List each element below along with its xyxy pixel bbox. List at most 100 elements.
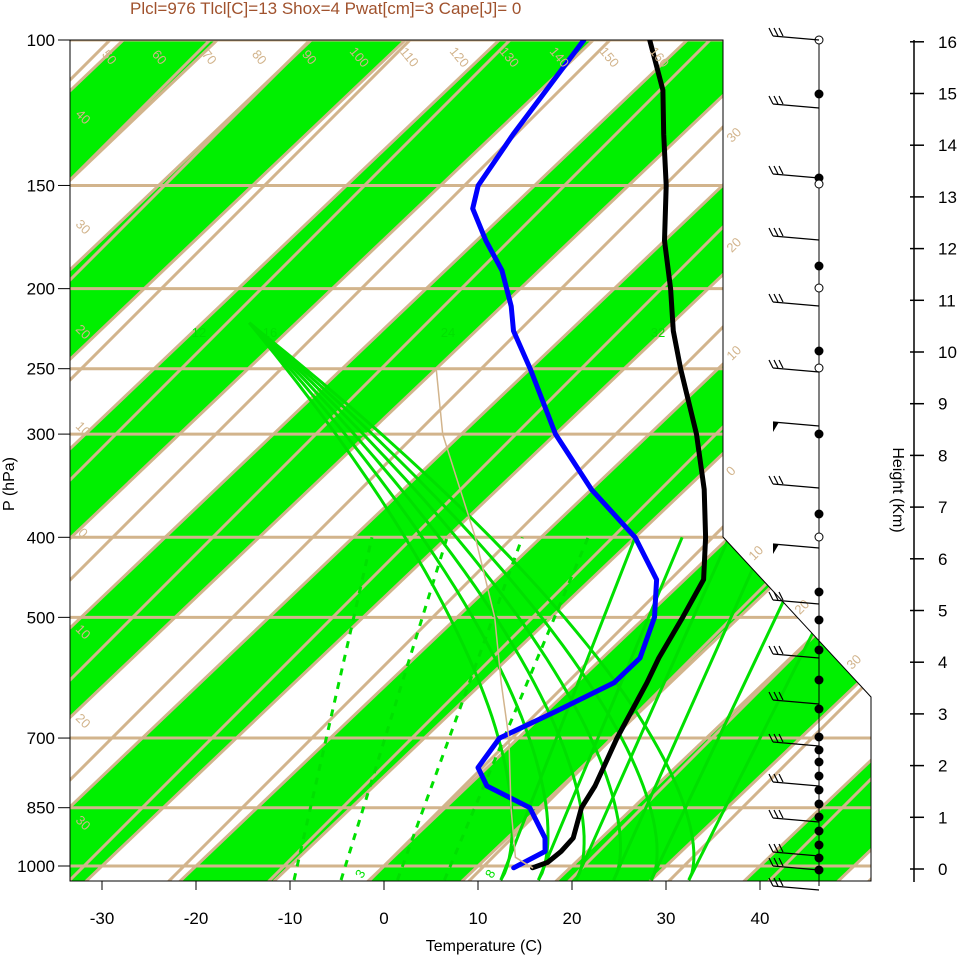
moist-adiabats xyxy=(248,321,696,881)
wind-barb-feather xyxy=(778,95,784,105)
wind-barb-staff xyxy=(772,301,820,307)
band xyxy=(70,40,821,881)
mixing-ratio-line xyxy=(574,536,731,881)
wind-barb-staff xyxy=(772,699,820,705)
isotherm-label: 120 xyxy=(447,44,472,70)
wind-barb-feather xyxy=(778,773,784,783)
height-tick-label: 2 xyxy=(938,757,947,776)
height-tick-label: 0 xyxy=(938,860,947,879)
wind-level-dot xyxy=(814,840,824,850)
mixing-ratio-line xyxy=(499,536,637,881)
height-tick-label: 10 xyxy=(938,343,957,362)
wind-barb-staff xyxy=(772,173,820,179)
wind-barb xyxy=(768,691,820,705)
wind-level-dot xyxy=(814,363,824,373)
height-tick-label: 11 xyxy=(938,291,956,310)
mixing-ratio-line xyxy=(292,536,374,881)
pressure-tick-label: 1000 xyxy=(17,857,55,876)
plot-border xyxy=(69,39,872,882)
wind-barb-feather xyxy=(773,27,779,37)
wind-barb-pennant xyxy=(773,422,779,432)
wind-barb-feather xyxy=(773,359,779,369)
chart-title: Plcl=976 Tlcl[C]=13 Shox=4 Pwat[cm]=3 Ca… xyxy=(130,0,521,18)
y-axis-title: P (hPa) xyxy=(1,457,18,511)
wind-barb xyxy=(768,165,820,179)
wind-barb-feather xyxy=(768,857,774,867)
wind-barb-feather xyxy=(778,27,784,37)
dry-adiabat xyxy=(70,40,871,881)
moist-adiabat xyxy=(248,321,696,881)
wind-barb xyxy=(768,843,820,857)
wind-barb-feather xyxy=(778,843,784,853)
height-tick-label: 12 xyxy=(938,240,957,259)
wind-barb xyxy=(768,227,820,241)
height-tick-label: 13 xyxy=(938,188,957,207)
wind-barb-feather xyxy=(778,591,784,601)
wind-level-dot xyxy=(814,826,824,836)
wind-level-dot xyxy=(814,645,824,655)
height-tick-label: 9 xyxy=(938,395,947,414)
isotherm xyxy=(173,40,871,881)
wind-level-dot xyxy=(814,757,824,767)
wind-barb-feather xyxy=(778,733,784,743)
wind-barb xyxy=(768,359,820,373)
wind-barb xyxy=(768,733,820,747)
wind-barb-feather xyxy=(773,227,779,237)
moist-adiabat xyxy=(248,321,622,881)
wind-barb xyxy=(768,95,820,109)
wind-barb-feather xyxy=(768,809,774,819)
mixing-ratio-line xyxy=(612,536,769,881)
temperature-tick-label: 0 xyxy=(379,909,388,928)
wind-barb-feather xyxy=(778,809,784,819)
wind-barb-staff xyxy=(772,865,820,871)
wind-barb xyxy=(768,293,820,307)
wind-barb-staff xyxy=(772,367,820,373)
wind-level-dot xyxy=(814,799,824,809)
wind-barb-feather xyxy=(768,733,774,743)
dry-adiabat-label: 20 xyxy=(723,234,744,255)
wind-barb-staff xyxy=(772,235,820,241)
band xyxy=(0,2,69,887)
dry-adiabat-label: 30 xyxy=(723,124,744,145)
pressure-tick-label: 400 xyxy=(27,528,55,547)
wind-barb-feather xyxy=(773,591,779,601)
wind-barb xyxy=(768,857,820,871)
pressure-tick-label: 500 xyxy=(27,608,55,627)
isotherm xyxy=(70,40,635,881)
temperature-line xyxy=(530,40,709,871)
wind-barb-feather xyxy=(768,95,774,105)
mixing-ratio-label: 12 xyxy=(192,325,206,340)
pressure-tick-label: 200 xyxy=(27,280,55,299)
wind-barb-pennant xyxy=(773,544,779,554)
wind-barb-feather xyxy=(768,475,774,485)
wind-barb-feather xyxy=(768,773,774,783)
left-edge-label: 30 xyxy=(73,216,94,237)
wind-barb xyxy=(768,591,820,605)
wind-barb-feather xyxy=(768,293,774,303)
moist-adiabat xyxy=(248,321,659,881)
wind-barb-feather xyxy=(778,359,784,369)
wind-barb-feather xyxy=(773,165,779,175)
wind-barb-feather xyxy=(773,877,779,887)
dry-adiabat xyxy=(98,40,871,881)
band xyxy=(70,40,633,881)
height-tick-label: 5 xyxy=(938,602,947,621)
sounding-profiles xyxy=(435,40,709,871)
height-axis-title: Height (Km) xyxy=(889,447,906,532)
wind-barb-feather xyxy=(768,359,774,369)
temperature-tick-label: 10 xyxy=(469,909,488,928)
wind-barb xyxy=(768,877,820,891)
dry-adiabat-label: 0 xyxy=(723,463,739,479)
isotherm xyxy=(70,40,353,881)
wind-level-dot xyxy=(814,261,824,271)
wind-level-dot xyxy=(814,509,824,519)
wind-barb-staff xyxy=(772,421,820,427)
pressure-tick-label: 250 xyxy=(27,360,55,379)
wind-barb-staff xyxy=(772,851,820,857)
wind-barb-feather xyxy=(768,645,774,655)
wind-barb-staff xyxy=(772,483,820,489)
dry-adiabat xyxy=(398,40,871,881)
